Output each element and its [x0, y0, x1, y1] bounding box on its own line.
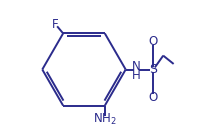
Text: O: O [148, 91, 157, 104]
Text: H: H [132, 69, 140, 82]
Text: N: N [132, 59, 140, 73]
Text: F: F [52, 18, 59, 31]
Text: O: O [148, 35, 157, 48]
Text: S: S [149, 63, 157, 76]
Text: NH$_2$: NH$_2$ [93, 112, 117, 127]
